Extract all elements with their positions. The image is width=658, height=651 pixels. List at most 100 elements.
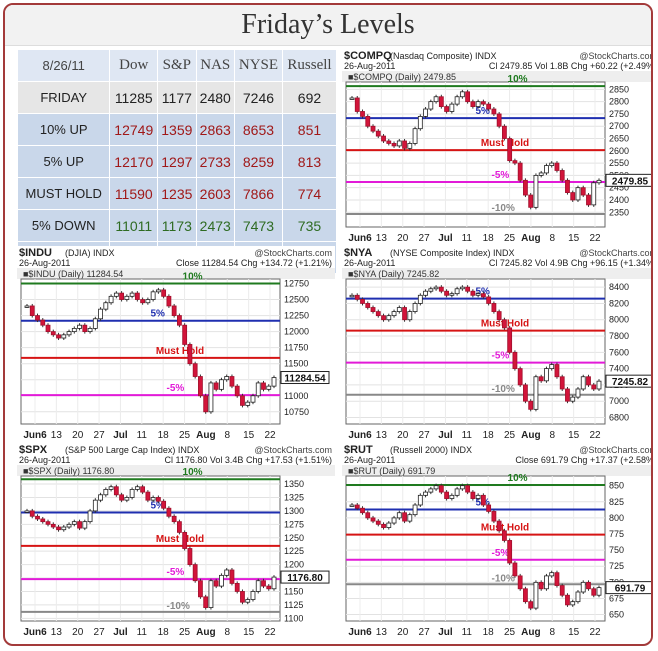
price-bar [381, 135, 386, 142]
price-bar [596, 179, 602, 184]
level-label: 10% [183, 467, 203, 478]
price-bar [470, 101, 476, 107]
price-bar [596, 380, 602, 390]
price-bar [187, 548, 193, 566]
table-cell: 692 [281, 81, 338, 114]
price-bar [454, 288, 460, 295]
level-label: Must Hold [481, 138, 529, 149]
price-bar [591, 588, 597, 596]
title-bar: Friday’s Levels [5, 5, 651, 46]
y-tick-label: 2850 [609, 84, 629, 94]
x-tick-label: 8 [549, 430, 555, 441]
price-bar [150, 291, 156, 300]
price-bar [475, 494, 481, 499]
y-tick-label: 1225 [284, 546, 304, 556]
y-tick-label: 775 [609, 529, 624, 539]
price-bar [512, 562, 518, 577]
table-cell: 12170 [109, 145, 159, 178]
price-bar [412, 504, 418, 516]
price-bar [129, 292, 135, 297]
x-tick-label: Jul [438, 233, 453, 244]
price-bar [261, 382, 266, 390]
table-date: 8/26/11 [16, 49, 111, 82]
price-bar [240, 591, 245, 603]
table-row-must-hold: MUST HOLD 11590 1235 2603 7866 774 [16, 177, 338, 210]
price-bar [565, 594, 570, 606]
price-bar [565, 179, 570, 193]
y-tick-label: 8000 [609, 315, 629, 325]
y-tick-label: 2750 [609, 109, 629, 119]
price-bar [528, 400, 534, 410]
price-bar [103, 489, 109, 496]
x-tick-label: Jun6 [348, 627, 372, 638]
x-tick-label: 20 [72, 430, 84, 441]
price-bar [98, 308, 103, 320]
price-bar [449, 494, 455, 499]
y-tick-label: 2800 [609, 97, 629, 107]
price-bar [544, 165, 549, 174]
chart-symbol: $SPX [19, 444, 48, 456]
price-bar [166, 507, 172, 517]
x-tick-label: 15 [568, 627, 580, 638]
level-label: -10% [167, 601, 190, 612]
x-tick-label: 22 [264, 430, 276, 441]
table-cell: 8259 [233, 145, 283, 178]
x-tick-label: Jun6 [348, 233, 372, 244]
price-bar [203, 395, 209, 413]
price-bar [370, 517, 376, 522]
price-bar [575, 187, 581, 201]
y-tick-label: 2400 [609, 195, 629, 205]
price-bar [50, 523, 56, 528]
x-tick-label: 13 [51, 430, 63, 441]
price-bar [549, 162, 555, 166]
price-bar [386, 315, 392, 321]
chart-credit: @StockCharts.com [254, 445, 332, 455]
price-bar [507, 138, 513, 162]
chart-date: 26-Aug-2011 [344, 455, 395, 465]
x-tick-label: 8 [224, 627, 230, 638]
x-tick-label: 13 [376, 627, 388, 638]
price-bar [82, 324, 88, 333]
chart-legend: ■$NYA (Daily) 7245.82 [348, 269, 439, 279]
price-bar [219, 574, 224, 587]
y-tick-label: 11750 [284, 343, 308, 353]
price-bar [35, 515, 40, 520]
chart-credit: @StockCharts.com [579, 445, 653, 455]
price-bar [349, 294, 355, 298]
price-bar [29, 305, 35, 316]
table-row-friday: FRIDAY 11285 1177 2480 7246 692 [16, 81, 338, 114]
price-bar [140, 486, 146, 493]
x-tick-label: 22 [264, 627, 276, 638]
price-bar [570, 601, 576, 606]
price-bar [491, 511, 497, 522]
chart-stats: Close 11284.54 Chg +134.72 (+1.21%) [176, 258, 332, 268]
y-tick-label: 1150 [284, 586, 303, 596]
price-bar [71, 521, 77, 525]
price-bar [396, 512, 402, 519]
price-bar [402, 307, 407, 321]
chart-index-name: (NYSE Composite Index) INDX [390, 248, 515, 258]
plot-area [345, 81, 606, 228]
col-header-nyse: NYSE [233, 49, 283, 82]
table-cell: 851 [281, 113, 338, 146]
level-label: -5% [492, 548, 510, 559]
table-cell: 1359 [157, 113, 197, 146]
price-bar [192, 564, 198, 582]
table-cell: 2863 [195, 113, 235, 146]
price-bar [92, 318, 98, 329]
price-bar [580, 376, 586, 390]
price-bar [87, 328, 93, 333]
chart-info-band [342, 465, 651, 476]
price-bar [517, 368, 523, 386]
price-bar [486, 504, 492, 512]
price-bar [428, 288, 434, 292]
price-bar [354, 97, 360, 112]
level-label: Must Hold [156, 534, 204, 545]
price-bar [234, 385, 240, 397]
x-tick-label: 22 [589, 627, 601, 638]
x-tick-label: Jul [438, 627, 453, 638]
y-tick-label: 1100 [284, 613, 303, 623]
price-bar [119, 494, 124, 501]
price-bar [208, 382, 214, 413]
price-bar [507, 327, 513, 353]
